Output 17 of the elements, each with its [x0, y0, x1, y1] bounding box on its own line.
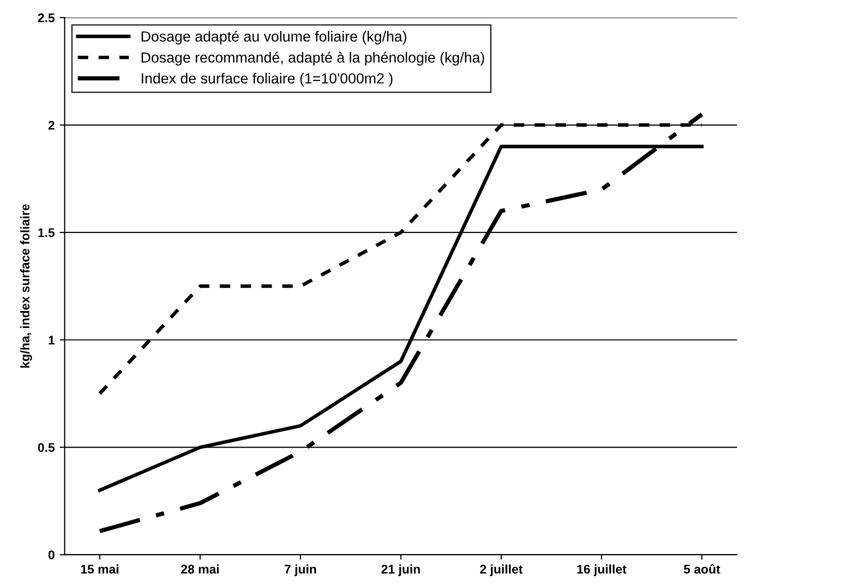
x-tick-label: 15 mai	[81, 564, 118, 574]
y-tick-label: 1	[48, 336, 55, 344]
y-tick-label: 1.5	[38, 228, 55, 238]
legend-label: Dosage recommandé, adapté à la phénologie (kg/ha)	[142, 52, 484, 66]
x-tick-label: 5 août	[684, 564, 720, 574]
y-tick-label: 0	[48, 550, 54, 560]
legend-label: Index de surface foliaire (1=10'000m2 )	[142, 72, 392, 86]
y-axis-title: kg/ha, index surface foliaire	[20, 204, 32, 368]
y-tick-label: 2	[48, 120, 54, 130]
y-tick-label: 0.5	[38, 443, 55, 452]
x-tick-label: 7 juin	[284, 564, 316, 576]
legend-label: Dosage adapté au volume foliaire (kg/ha)	[142, 30, 406, 44]
x-tick-label: 16 juillet	[577, 564, 626, 576]
x-tick-label: 2 juillet	[480, 564, 523, 576]
x-tick-label: 21 juin	[381, 564, 420, 576]
y-tick-label: 2.5	[38, 13, 55, 22]
x-tick-label: 28 mai	[181, 564, 219, 574]
